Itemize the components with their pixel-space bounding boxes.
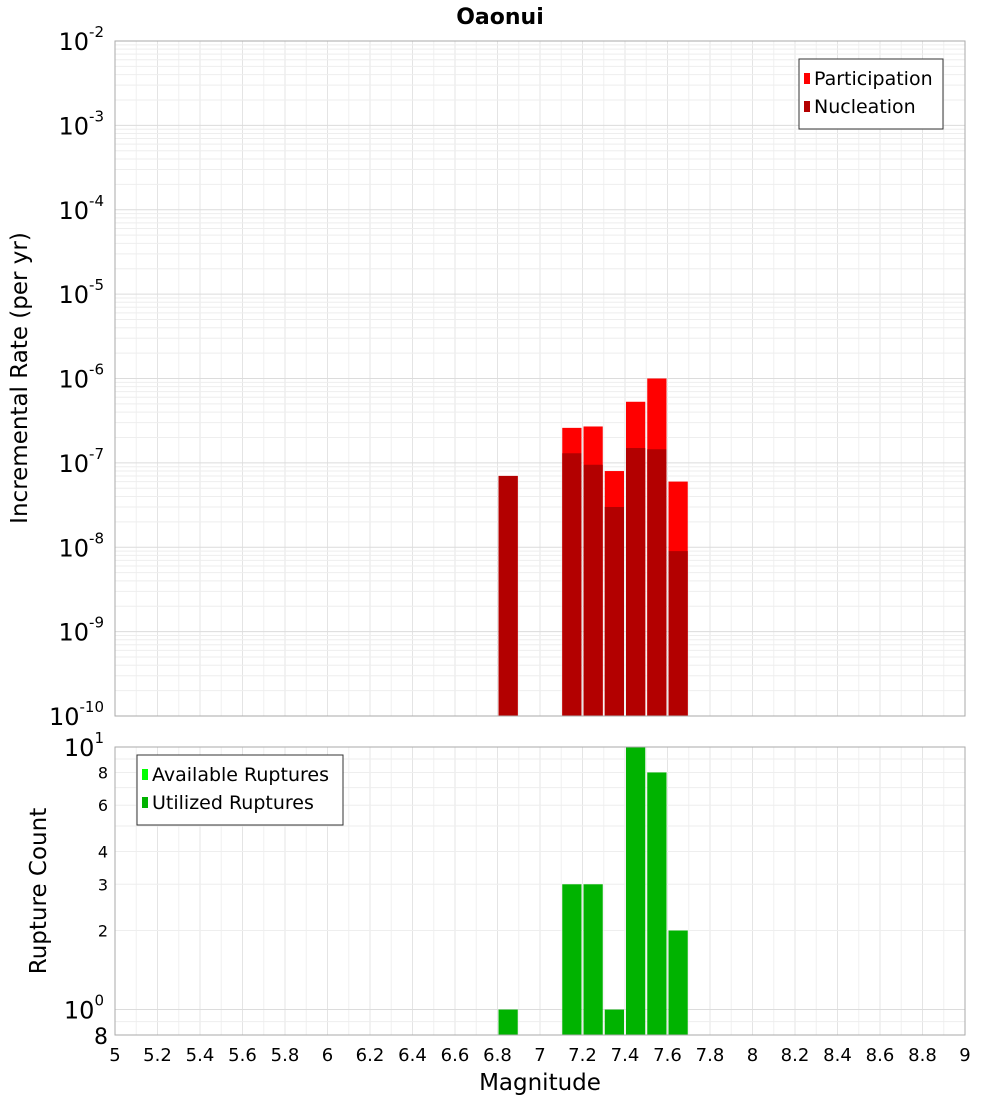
nucleation-bar [498, 475, 518, 716]
y-tick-label: 10-7 [58, 445, 104, 478]
nucleation-bar [647, 449, 667, 716]
x-tick-label: 8.4 [823, 1045, 852, 1066]
x-tick-label: 5.4 [186, 1045, 215, 1066]
x-tick-label: 8.6 [866, 1045, 895, 1066]
legend-swatch [142, 797, 148, 808]
y-tick-label: 6 [98, 796, 108, 815]
y-tick-label: 10-8 [58, 529, 104, 562]
x-tick-label: 7 [534, 1045, 545, 1066]
y-tick-label: 3 [98, 875, 108, 894]
y-tick-label-bottom: 8 [94, 1025, 108, 1050]
x-tick-label: 5 [109, 1045, 120, 1066]
y-tick-label: 10-10 [49, 698, 104, 731]
legend-swatch [804, 73, 810, 84]
nucleation-bar [604, 506, 624, 716]
x-tick-label: 8.2 [781, 1045, 810, 1066]
x-tick-label: 6.4 [398, 1045, 427, 1066]
utilized-ruptures-bar [647, 772, 667, 1035]
legend-box [798, 58, 944, 130]
nucleation-bar [668, 551, 688, 716]
y-tick-label: 10-5 [58, 276, 104, 309]
y-tick-label: 4 [98, 842, 108, 861]
x-tick-label: 6.8 [483, 1045, 512, 1066]
y-tick-label: 2 [98, 922, 108, 941]
legend-label: Nucleation [814, 96, 916, 118]
x-axis-title: Magnitude [479, 1070, 601, 1096]
x-tick-label: 6 [322, 1045, 333, 1066]
y-tick-label: 100 [64, 992, 104, 1025]
x-tick-label: 5.2 [143, 1045, 172, 1066]
x-tick-label: 9 [959, 1045, 970, 1066]
nucleation-bar [626, 448, 646, 716]
utilized-ruptures-bar [562, 884, 582, 1035]
x-tick-label: 6.2 [356, 1045, 385, 1066]
utilized-ruptures-bar [604, 1009, 624, 1035]
x-tick-label: 6.6 [441, 1045, 470, 1066]
x-tick-label: 7.6 [653, 1045, 682, 1066]
chart-title: Oaonui [456, 5, 544, 30]
x-tick-label: 8 [747, 1045, 758, 1066]
legend-swatch [804, 101, 810, 112]
y-tick-label: 10-3 [58, 107, 104, 140]
nucleation-bar [583, 464, 603, 716]
nucleation-bar [562, 453, 582, 716]
x-tick-label: 5.8 [271, 1045, 300, 1066]
legend-label: Available Ruptures [152, 764, 329, 786]
y-tick-label: 8 [98, 763, 108, 782]
legend-label: Participation [814, 68, 933, 90]
y-axis-title-count: Rupture Count [26, 808, 52, 974]
utilized-ruptures-bar [583, 884, 603, 1035]
x-tick-label: 5.6 [228, 1045, 257, 1066]
x-tick-label: 7.2 [568, 1045, 597, 1066]
rate-panel: 10-10 10-9 10-8 10-7 10-6 10-5 10-4 10-3 10-2 Par… [49, 23, 966, 731]
x-tick-label: 8.8 [908, 1045, 937, 1066]
legend-box [136, 754, 344, 826]
y-tick-label: 10-6 [58, 361, 104, 394]
y-tick-label: 10-4 [58, 192, 104, 225]
legend-label: Utilized Ruptures [152, 792, 314, 814]
plot-frame [114, 40, 966, 717]
x-tick-label: 7.8 [696, 1045, 725, 1066]
y-axis-title-rate: Incremental Rate (per yr) [7, 232, 33, 524]
legend-swatch [142, 769, 148, 780]
y-tick-label: 10-2 [58, 23, 104, 56]
y-tick-label: 101 [64, 729, 104, 762]
plot-frame [114, 746, 966, 1036]
utilized-ruptures-bar [498, 1009, 518, 1035]
utilized-ruptures-bar [626, 747, 646, 1035]
x-tick-label: 7.4 [611, 1045, 640, 1066]
y-tick-label: 10-9 [58, 614, 104, 647]
utilized-ruptures-bar [668, 930, 688, 1035]
